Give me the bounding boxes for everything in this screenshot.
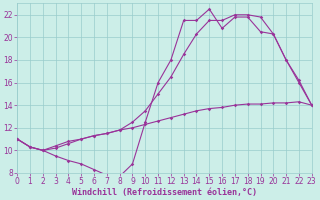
X-axis label: Windchill (Refroidissement éolien,°C): Windchill (Refroidissement éolien,°C): [72, 188, 257, 197]
